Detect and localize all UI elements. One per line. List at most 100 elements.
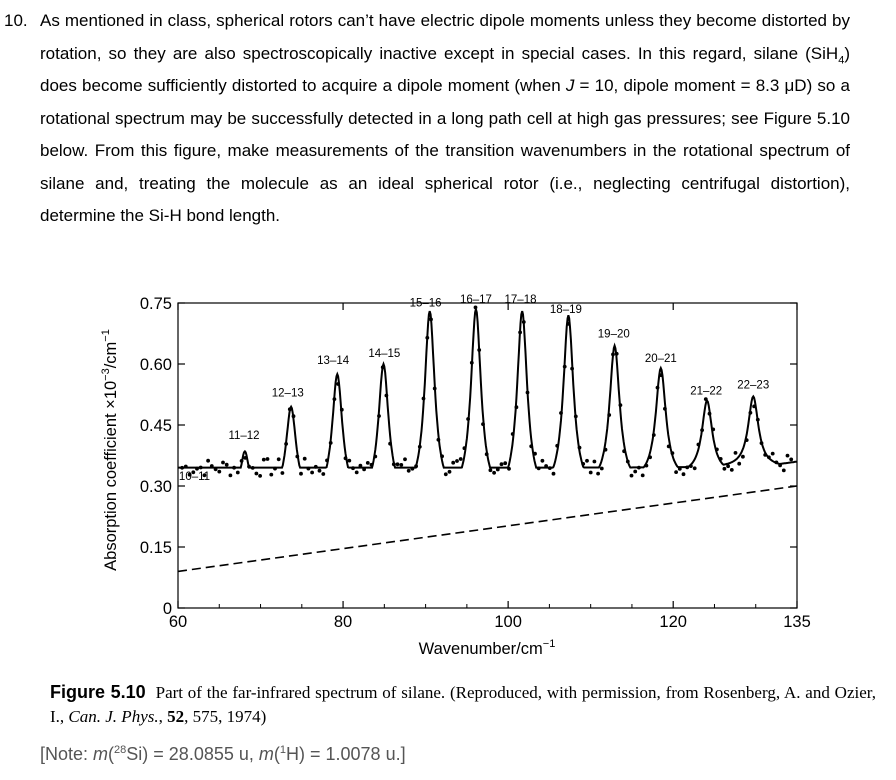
data-point	[592, 459, 597, 464]
x-tick-label: 100	[494, 613, 522, 631]
y-axis-label: Absorption coefficient ×10−3/cm−1	[100, 329, 120, 571]
data-point	[228, 473, 233, 478]
plot-frame	[177, 302, 798, 609]
data-point	[310, 470, 314, 475]
peak-label: 12–13	[272, 388, 304, 400]
note-isotope-28: 28	[114, 744, 127, 756]
data-point	[722, 466, 727, 471]
data-point	[317, 468, 322, 473]
peak-label: 21–22	[690, 386, 722, 398]
y-axis-label-text: Absorption coefficient ×10	[102, 381, 120, 571]
data-point	[733, 451, 738, 455]
peak-label: 15–16	[410, 297, 442, 309]
data-point	[633, 469, 638, 474]
note-hydrogen-mass: H) = 1.0078 u.]	[286, 744, 406, 764]
data-point	[540, 458, 545, 463]
data-point	[447, 469, 452, 474]
peak-labels: 10–11 11–12 12–13 13–14 14–15 15–16 16–17 17–18…	[179, 294, 769, 483]
peak-label: 14–15	[368, 348, 400, 360]
y-tick-label: 0.60	[140, 356, 172, 374]
data-point	[674, 470, 678, 474]
data-point	[596, 471, 600, 476]
problem-text-part-3: = 10, dipole moment = 8.3 μD) so a rotat…	[40, 76, 850, 225]
spectrum-fit-line	[178, 308, 798, 469]
y-tick-label: 0.15	[140, 539, 172, 557]
data-point	[599, 466, 604, 471]
data-point	[224, 462, 229, 467]
data-point	[640, 473, 645, 478]
spectrum-figure: 0 0.15 0.30 0.45 0.60 0.75 60 80 100 120 135 10–11…	[80, 288, 820, 673]
data-point	[492, 470, 496, 475]
note-paren-2: (	[273, 744, 280, 764]
data-point	[585, 458, 589, 463]
axes: 0 0.15 0.30 0.45 0.60 0.75 60 80 100 120 135	[140, 295, 811, 631]
data-point	[299, 471, 303, 476]
note-open: [Note:	[40, 744, 94, 764]
caption-text-3: , 575, 1974)	[184, 707, 267, 726]
peak-label: 18–19	[550, 304, 582, 316]
data-point	[455, 459, 459, 463]
note-silicon-mass: Si) = 28.0855 u,	[126, 744, 259, 764]
y-tick-label: 0.45	[140, 417, 172, 435]
note-paren-1: (	[108, 744, 115, 764]
data-point	[395, 462, 400, 467]
problem-text-part-2: ) does become sufficiently distorted to …	[40, 43, 850, 96]
x-tick-label: 80	[334, 613, 352, 631]
data-point	[785, 453, 790, 458]
data-point	[499, 462, 504, 467]
data-point	[276, 457, 281, 462]
data-point	[629, 473, 634, 478]
data-point	[406, 468, 411, 473]
mass-note: [Note: m(28Si) = 28.0855 u, m(1H) = 1.00…	[40, 744, 406, 765]
data-point	[781, 468, 786, 473]
data-point	[488, 468, 493, 473]
data-point	[269, 472, 274, 477]
data-point	[187, 472, 192, 477]
data-point	[254, 471, 259, 476]
x-tick-label: 60	[169, 613, 187, 631]
y-axis-label-sup2: −1	[100, 329, 112, 342]
data-point	[280, 471, 285, 475]
data-point	[692, 466, 697, 471]
peak-label: 11–12	[228, 430, 259, 442]
data-point	[399, 463, 404, 467]
problem-number: 10.	[4, 11, 28, 30]
data-point	[354, 470, 359, 475]
data-point	[741, 454, 745, 459]
x-axis-label: Wavenumber/cm−1	[419, 638, 556, 658]
figure-caption: Figure 5.10 Part of the far-infrared spec…	[50, 680, 876, 729]
problem-statement: 10. As mentioned in class, spherical rot…	[4, 5, 850, 233]
data-point	[258, 474, 262, 478]
data-point	[551, 471, 556, 476]
data-point	[365, 461, 370, 465]
x-axis-label-sup: −1	[543, 638, 556, 650]
silane-subscript: 4	[838, 53, 845, 66]
data-point	[770, 451, 775, 456]
note-mass-symbol-1: m	[93, 744, 109, 764]
data-point	[235, 470, 240, 475]
y-axis-label-mid: /cm	[102, 342, 120, 369]
caption-volume: 52	[167, 707, 185, 726]
x-axis-label-text: Wavenumber/cm	[419, 640, 543, 658]
note-mass-symbol-2: m	[258, 744, 274, 764]
data-point	[202, 473, 207, 478]
problem-text-part-1: As mentioned in class, spherical rotors …	[40, 11, 850, 63]
caption-journal: Can. J. Phys.	[68, 707, 159, 726]
data-point	[503, 461, 508, 466]
y-tick-label: 0.75	[140, 295, 172, 313]
note-isotope-1: 1	[279, 744, 286, 756]
data-point	[217, 469, 222, 474]
data-point	[588, 470, 593, 475]
peak-label: 10–11	[179, 471, 210, 483]
silane-spectrum-chart: 0 0.15 0.30 0.45 0.60 0.75 60 80 100 120 135 10–11…	[100, 294, 811, 658]
y-tick-label: 0.30	[140, 478, 172, 496]
peak-label: 20–21	[645, 353, 677, 365]
data-point	[726, 464, 730, 469]
y-tick-label: 0	[163, 600, 172, 618]
data-point	[443, 472, 448, 477]
data-point	[737, 461, 742, 466]
y-axis-label-sup1: −3	[100, 368, 112, 381]
peak-label: 17–18	[505, 294, 537, 306]
data-point	[206, 458, 210, 463]
data-point	[347, 458, 352, 463]
